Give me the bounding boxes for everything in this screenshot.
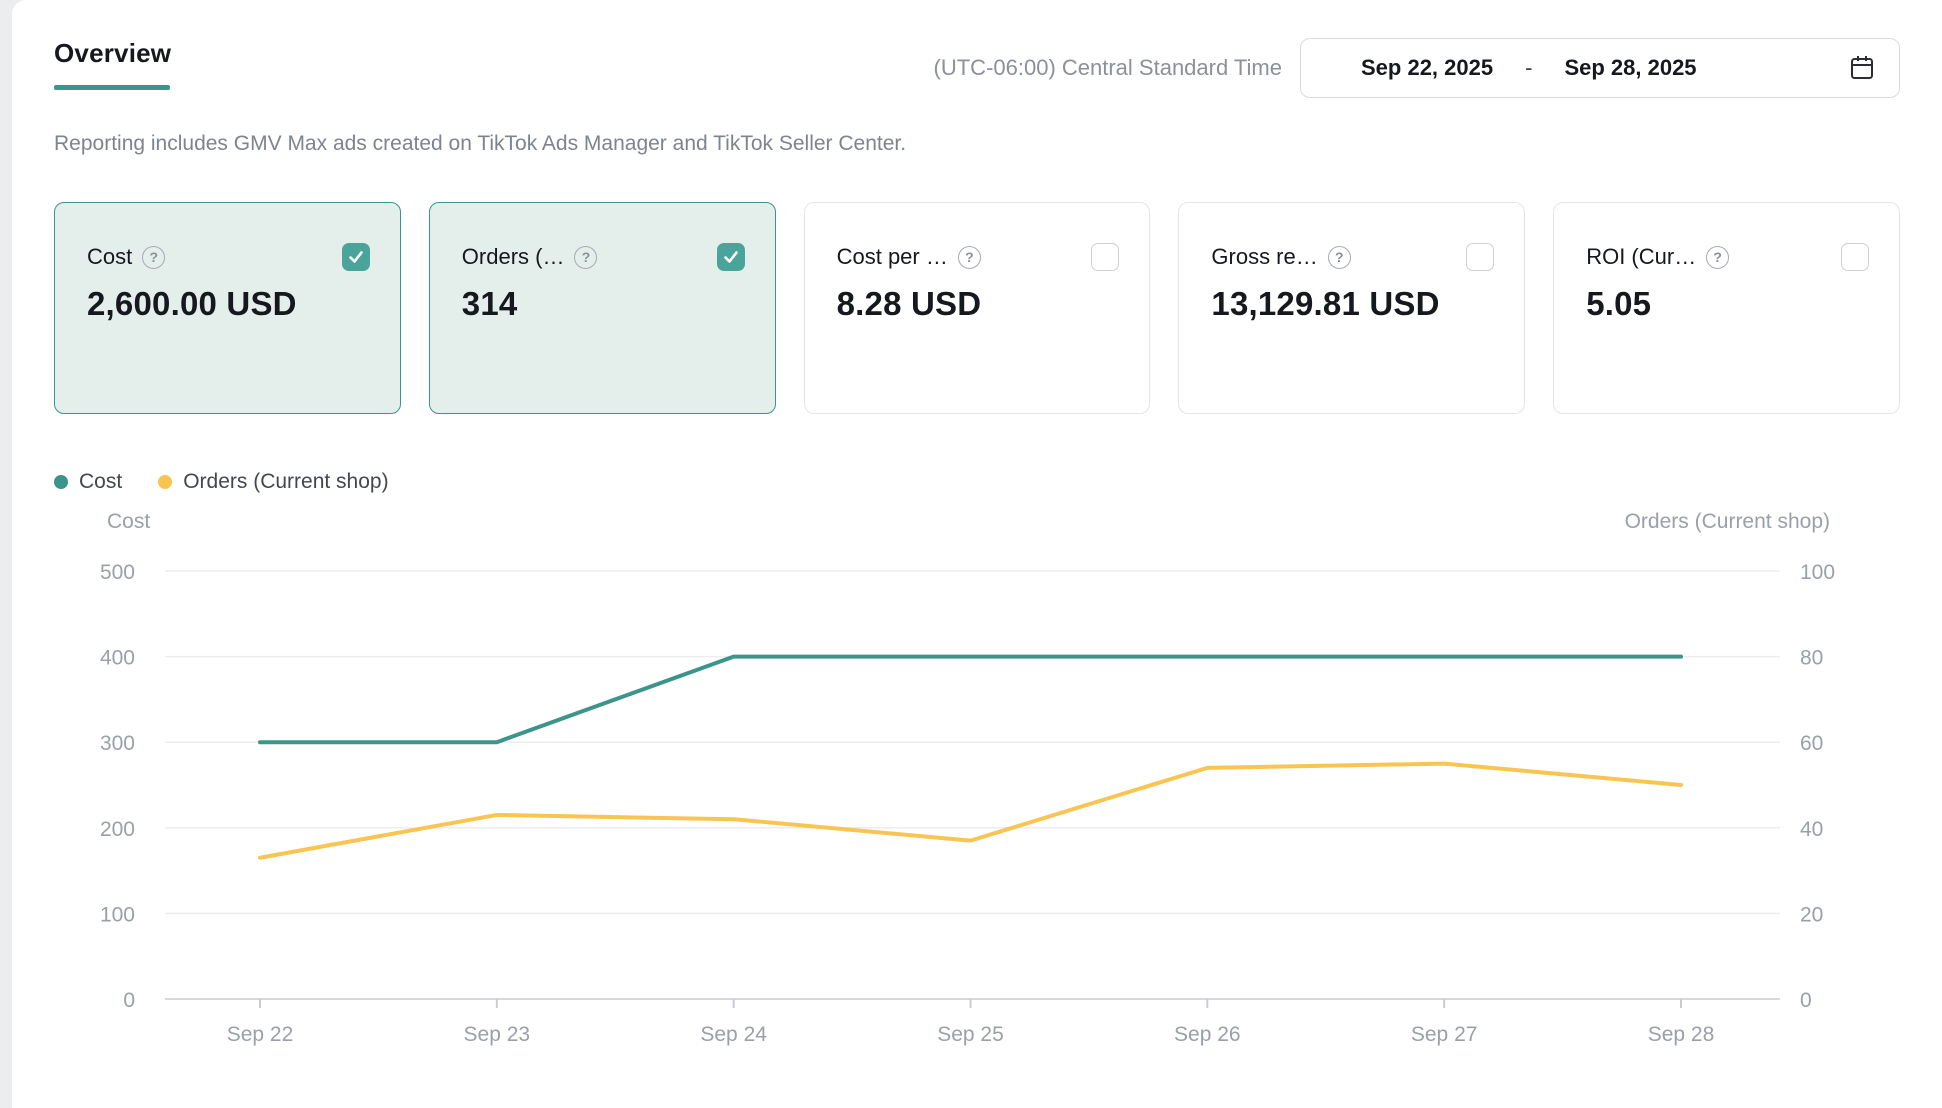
tab-overview[interactable]: Overview <box>54 38 172 68</box>
checkbox-unchecked-icon[interactable] <box>1840 243 1869 271</box>
checkbox-unchecked-icon[interactable] <box>1466 243 1495 271</box>
metric-value: 314 <box>461 285 518 322</box>
metric-card-roi[interactable]: ROI (Cur… ? 5.05 <box>1553 202 1900 414</box>
checkbox-checked-icon[interactable] <box>716 243 745 271</box>
metric-label: ROI (Cur… <box>1586 244 1697 269</box>
help-icon[interactable]: ? <box>1706 245 1730 269</box>
x-tick-label: Sep 28 <box>1648 1023 1715 1046</box>
help-icon[interactable]: ? <box>142 245 166 269</box>
metric-card-gross-revenue[interactable]: Gross re… ? 13,129.81 USD <box>1178 202 1526 414</box>
help-icon[interactable]: ? <box>957 245 981 269</box>
y-tick-label-left: 200 <box>100 818 135 841</box>
header: Overview (UTC-06:00) Central Standard Ti… <box>12 38 1942 98</box>
metric-value: 5.05 <box>1586 285 1652 322</box>
y-tick-label-left: 300 <box>100 732 135 755</box>
metric-value: 8.28 USD <box>836 285 982 322</box>
metric-card-orders[interactable]: Orders (… ? 314 <box>428 202 776 414</box>
metric-label: Gross re… <box>1211 244 1318 269</box>
date-range-separator: - <box>1525 55 1533 80</box>
metric-value: 2,600.00 USD <box>87 285 297 322</box>
chart-legend: Cost Orders (Current shop) <box>12 470 1942 494</box>
metric-label: Cost per … <box>836 244 948 269</box>
checkbox-checked-icon[interactable] <box>341 243 370 271</box>
y-tick-label-left: 0 <box>123 989 135 1012</box>
legend-label: Orders (Current shop) <box>183 470 389 493</box>
metric-cards: Cost ? 2,600.00 USD Orders (… ? 314 Cost… <box>12 202 1942 414</box>
date-range-picker[interactable]: Sep 22, 2025 - Sep 28, 2025 <box>1300 38 1900 98</box>
help-icon[interactable]: ? <box>1327 245 1351 269</box>
x-tick-label: Sep 22 <box>227 1023 294 1046</box>
metric-label: Orders (… <box>461 244 565 269</box>
y-tick-label-right: 20 <box>1800 903 1823 926</box>
legend-dot-icon <box>158 475 173 489</box>
y-tick-label-right: 100 <box>1800 561 1835 584</box>
x-tick-label: Sep 23 <box>464 1023 531 1046</box>
legend-dot-icon <box>54 475 68 489</box>
legend-item-cost[interactable]: Cost <box>54 470 122 494</box>
x-tick-label: Sep 24 <box>700 1023 767 1046</box>
y-tick-label-left: 100 <box>100 903 135 926</box>
y-axis-title-left: Cost <box>107 510 151 533</box>
series-line-orders-current-shop <box>258 761 1683 860</box>
y-tick-label-left: 400 <box>100 647 135 670</box>
metric-card-cost-per-order[interactable]: Cost per … ? 8.28 USD <box>803 202 1151 414</box>
x-tick-label: Sep 26 <box>1174 1023 1241 1046</box>
active-tab-indicator <box>54 85 170 90</box>
y-tick-label-right: 60 <box>1800 732 1823 755</box>
help-icon[interactable]: ? <box>574 245 598 269</box>
y-tick-label-left: 500 <box>100 561 135 584</box>
y-axis-title-right: Orders (Current shop) <box>1624 510 1830 533</box>
y-tick-label-right: 0 <box>1800 989 1812 1012</box>
date-range-start: Sep 22, 2025 <box>1361 55 1494 80</box>
x-tick-label: Sep 25 <box>937 1023 1004 1046</box>
calendar-icon[interactable] <box>1849 54 1875 82</box>
metric-value: 13,129.81 USD <box>1211 285 1440 322</box>
date-range-end: Sep 28, 2025 <box>1564 55 1697 80</box>
overview-panel: Overview (UTC-06:00) Central Standard Ti… <box>12 0 1942 1108</box>
timezone-label: (UTC-06:00) Central Standard Time <box>933 55 1282 80</box>
report-note: Reporting includes GMV Max ads created o… <box>54 132 907 155</box>
axis-titles: Cost Orders (Current shop) <box>12 510 1942 534</box>
series-line-cost <box>258 654 1683 745</box>
metric-card-cost[interactable]: Cost ? 2,600.00 USD <box>54 202 401 414</box>
x-tick-label: Sep 27 <box>1411 1023 1478 1046</box>
metric-label: Cost <box>87 244 133 269</box>
y-tick-label-right: 40 <box>1800 818 1823 841</box>
legend-item-orders[interactable]: Orders (Current shop) <box>158 470 389 494</box>
legend-label: Cost <box>79 470 123 493</box>
y-tick-label-right: 80 <box>1800 647 1823 670</box>
checkbox-unchecked-icon[interactable] <box>1091 243 1120 271</box>
